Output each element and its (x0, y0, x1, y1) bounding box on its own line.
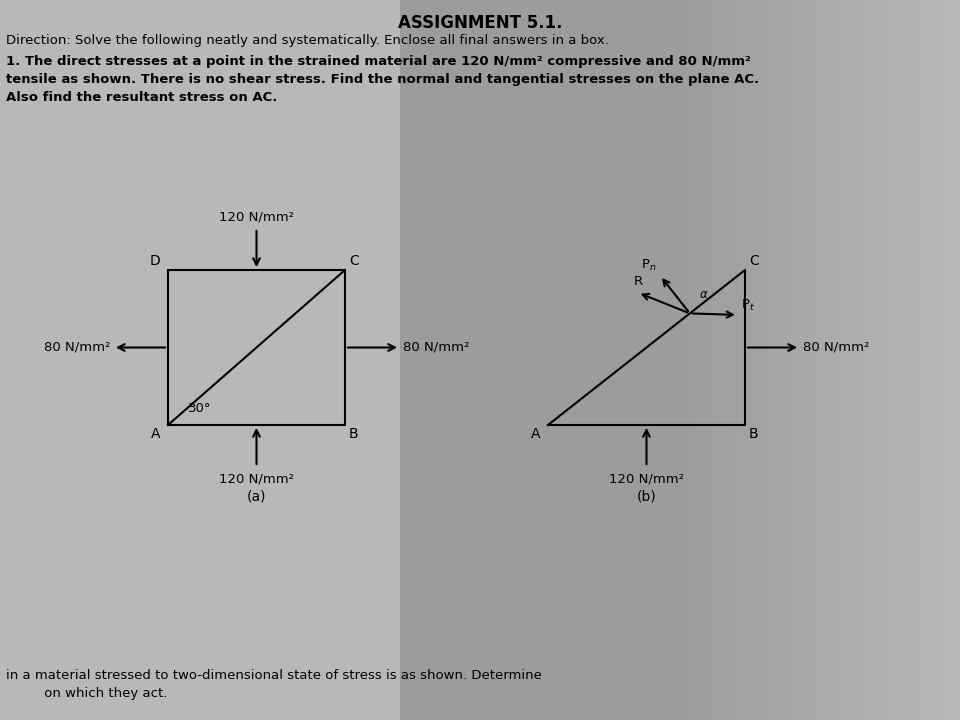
Text: 1. The direct stresses at a point in the strained material are 120 N/mm² compres: 1. The direct stresses at a point in the… (6, 55, 751, 68)
Text: 120 N/mm²: 120 N/mm² (609, 473, 684, 486)
Text: 80 N/mm²: 80 N/mm² (403, 341, 469, 354)
Text: Direction: Solve the following neatly and systematically. Enclose all final answ: Direction: Solve the following neatly an… (6, 34, 609, 47)
Text: (b): (b) (636, 490, 657, 504)
Text: C: C (749, 254, 758, 268)
Text: 30°: 30° (188, 402, 211, 415)
Text: 80 N/mm²: 80 N/mm² (43, 341, 110, 354)
Text: 80 N/mm²: 80 N/mm² (803, 341, 870, 354)
Text: B: B (349, 427, 359, 441)
Text: α: α (700, 289, 708, 302)
Text: Also find the resultant stress on AC.: Also find the resultant stress on AC. (6, 91, 277, 104)
Text: (a): (a) (247, 490, 266, 504)
Text: B: B (749, 427, 758, 441)
Text: D: D (149, 254, 160, 268)
Text: 120 N/mm²: 120 N/mm² (219, 473, 294, 486)
Text: ASSIGNMENT 5.1.: ASSIGNMENT 5.1. (397, 14, 563, 32)
Text: 120 N/mm²: 120 N/mm² (219, 210, 294, 223)
Text: tensile as shown. There is no shear stress. Find the normal and tangential stres: tensile as shown. There is no shear stre… (6, 73, 759, 86)
Text: R: R (634, 274, 642, 287)
Text: A: A (531, 427, 540, 441)
Text: P$_t$: P$_t$ (741, 298, 755, 313)
Text: A: A (151, 427, 160, 441)
Text: C: C (349, 254, 359, 268)
Text: P$_n$: P$_n$ (641, 258, 656, 273)
Text: in a material stressed to two-dimensional state of stress is as shown. Determine: in a material stressed to two-dimensiona… (6, 669, 541, 682)
Text: on which they act.: on which they act. (6, 687, 167, 700)
